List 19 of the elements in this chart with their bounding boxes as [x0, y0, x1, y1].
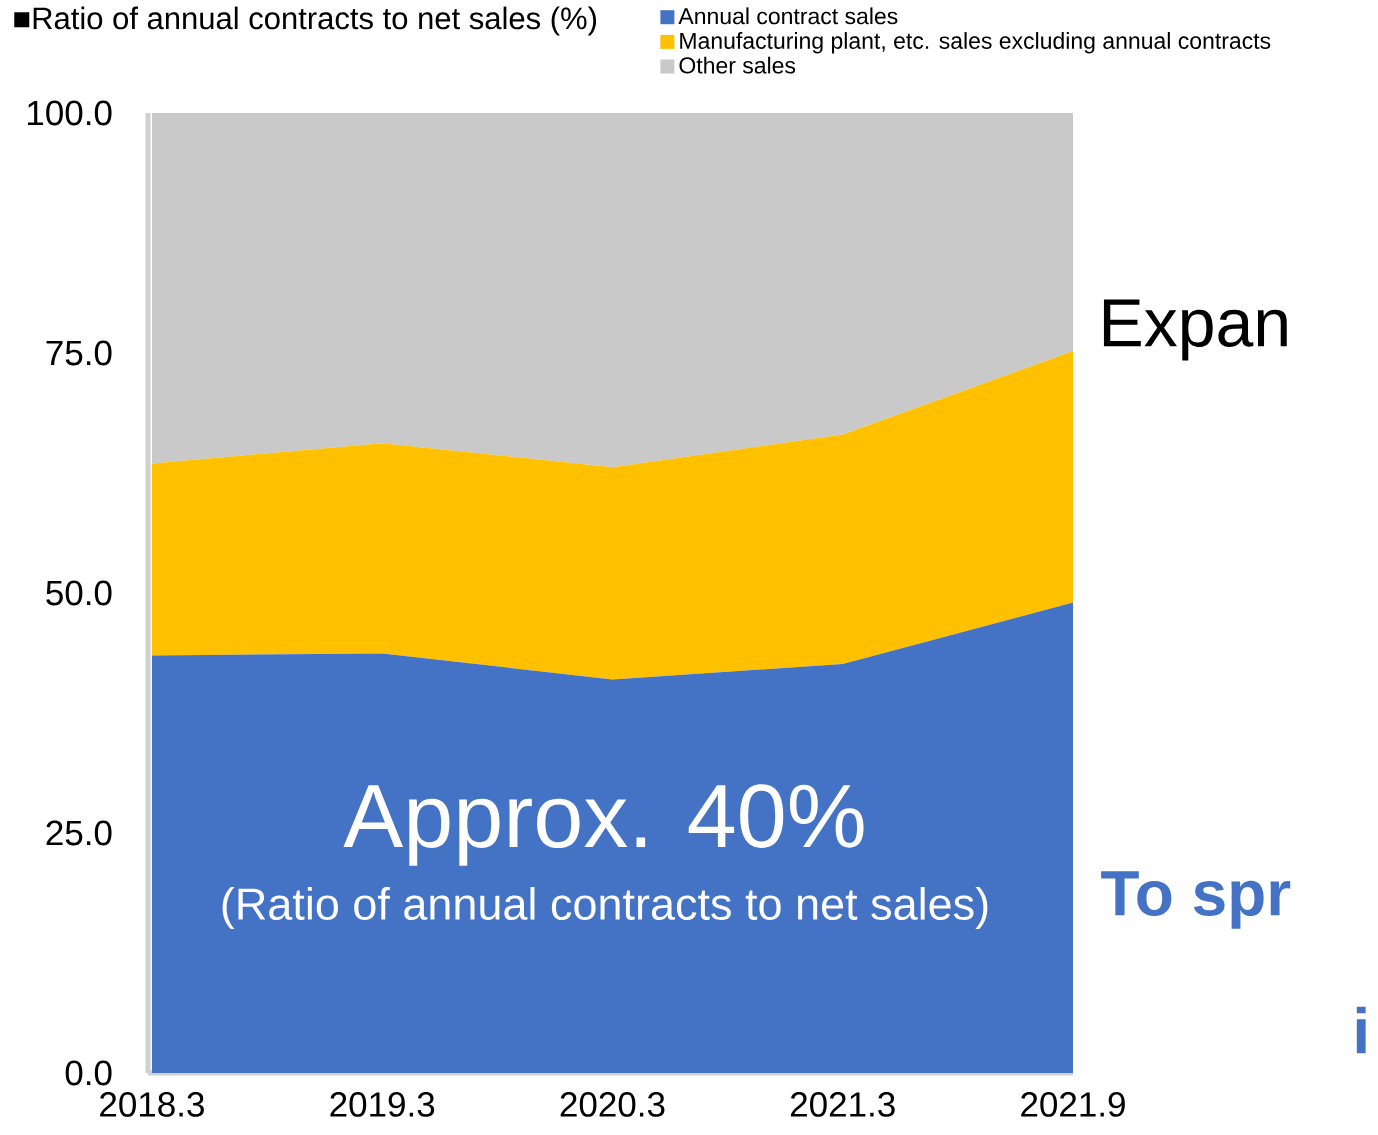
y-tick-label: 50.0 — [46, 580, 112, 606]
text: i — [1356, 1006, 1366, 1054]
y-tick-label: 100.0 — [28, 100, 112, 126]
y-tick-label: 75.0 — [46, 340, 112, 366]
chart-title: ■Ratio of annual contracts to net sales (%) — [14, 6, 597, 36]
y-tick-label: 0.0 — [65, 1060, 112, 1086]
legend-label: Manufacturing plant, etc. sales excluding annual contracts — [680, 32, 1271, 54]
annotation: Approx. 40% — [343, 784, 864, 866]
legend-label: Annual contract sales — [678, 7, 898, 25]
text: Expan — [1103, 299, 1287, 361]
y-tick-label: 25.0 — [46, 820, 112, 846]
x-tick-label: 2020.3 — [560, 1092, 665, 1117]
annotation: (Ratio of annual contracts to net sales) — [222, 886, 988, 929]
x-tick-label: 2021.3 — [790, 1092, 895, 1117]
text: To spr — [1101, 871, 1291, 929]
x-tick-label: 2021.9 — [1021, 1092, 1125, 1117]
x-tick-label: 2018.3 — [100, 1092, 204, 1117]
legend-label: Other sales — [679, 56, 796, 74]
x-tick-label: 2019.3 — [330, 1092, 435, 1117]
